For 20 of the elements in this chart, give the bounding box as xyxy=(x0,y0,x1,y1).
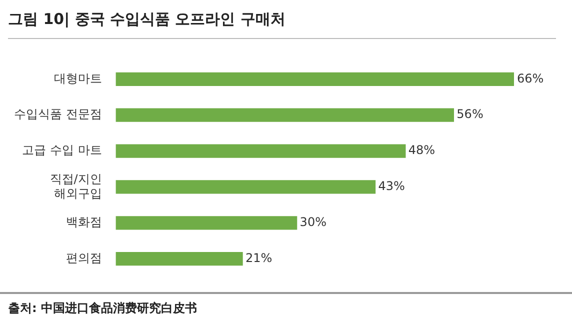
data-label: 21% xyxy=(246,250,272,265)
y-tick-label: 고급 수입 마트 xyxy=(22,143,102,158)
bar xyxy=(116,108,454,122)
y-tick-label: 편의점 xyxy=(66,250,102,265)
data-label: 66% xyxy=(517,71,544,86)
data-label: 56% xyxy=(456,107,484,122)
chart-title: 그림 10| 중국 수입식품 오프라인 구매처 xyxy=(8,10,286,29)
y-tick-label: 직접/지인 해외구입 xyxy=(50,172,102,200)
data-label: 48% xyxy=(408,143,436,158)
source-note: 출처: 中国进口食品消费研究白皮书 xyxy=(8,300,197,317)
y-tick-label: 백화점 xyxy=(66,215,102,230)
bar xyxy=(116,216,298,230)
bar xyxy=(116,180,376,194)
y-tick-label: 수입식품 전문점 xyxy=(14,107,102,122)
bar xyxy=(116,252,243,266)
y-tick-label: 대형마트 xyxy=(54,71,102,86)
data-label: 43% xyxy=(378,179,405,194)
data-label: 30% xyxy=(300,215,326,230)
bar xyxy=(116,72,514,86)
bar xyxy=(116,144,406,158)
